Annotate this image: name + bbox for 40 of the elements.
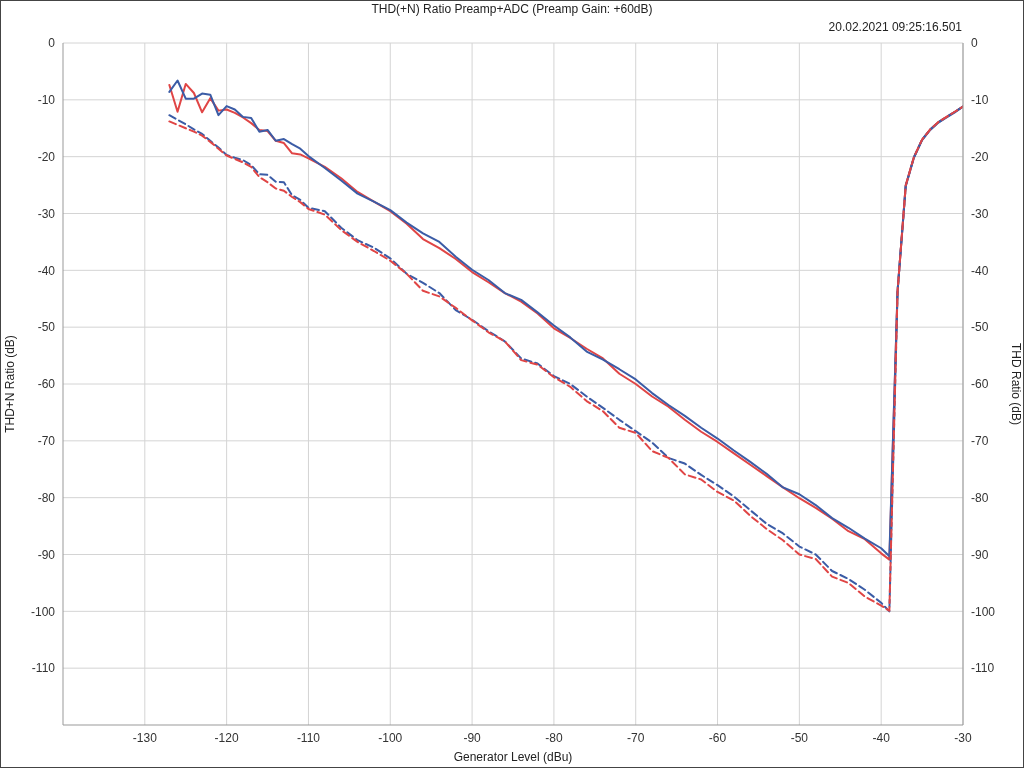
x-tick-label: -30 (954, 730, 972, 745)
text: 20.02.2021 09:25:16.501 (828, 20, 962, 34)
y2-tick-label: -70 (971, 434, 989, 449)
y2-tick-label: -110 (971, 661, 995, 676)
y-tick-label: -90 (37, 547, 56, 562)
x-tick-label: -120 (214, 730, 239, 745)
x-tick-label: -90 (463, 730, 482, 745)
x-tick-label: -50 (790, 730, 809, 745)
y-tick-label: -70 (37, 434, 56, 449)
y2-tick-label: -10 (971, 93, 989, 108)
y-tick-label: -10 (37, 93, 56, 108)
y2-tick-label: -100 (971, 604, 996, 619)
y-tick-label: -60 (37, 377, 56, 392)
x-axis-title: Generator Level (dBu) (453, 750, 573, 764)
x-tick-label: -70 (627, 730, 645, 745)
y2-tick-label: -20 (971, 149, 989, 164)
y2-tick-label: -90 (971, 547, 989, 562)
y-tick-label: -100 (30, 604, 56, 619)
y-tick-label: -110 (31, 661, 56, 676)
x-tick-label: -100 (378, 730, 403, 745)
y-tick-label: -80 (37, 490, 56, 505)
y-tick-label: -20 (37, 149, 56, 164)
y-tick-label: -40 (37, 263, 56, 278)
y2-tick-label: -60 (971, 377, 989, 392)
x-tick-label: -60 (708, 730, 727, 745)
y2-tick-label: -30 (971, 206, 989, 221)
x-tick-label: -130 (132, 730, 158, 745)
y2-tick-label: -50 (971, 320, 989, 335)
chart-title: THD(+N) Ratio Preamp+ADC (Preamp Gain: +60dB) (370, 2, 654, 16)
y2-tick-label: 0 (971, 36, 978, 51)
x-tick-label: -80 (545, 730, 563, 745)
y-tick-label: -50 (37, 320, 56, 335)
y2-tick-label: -40 (971, 263, 989, 278)
y-tick-label: -30 (37, 206, 56, 221)
x-tick-label: -40 (872, 730, 891, 745)
x-tick-label: -110 (296, 730, 321, 745)
y-axis-title: THD+N Ratio (dB) (3, 335, 18, 433)
y2-tick-label: -80 (971, 490, 989, 505)
y2-axis-title: THD Ratio (dB) (1008, 342, 1023, 426)
y-tick-label: 0 (48, 36, 56, 51)
